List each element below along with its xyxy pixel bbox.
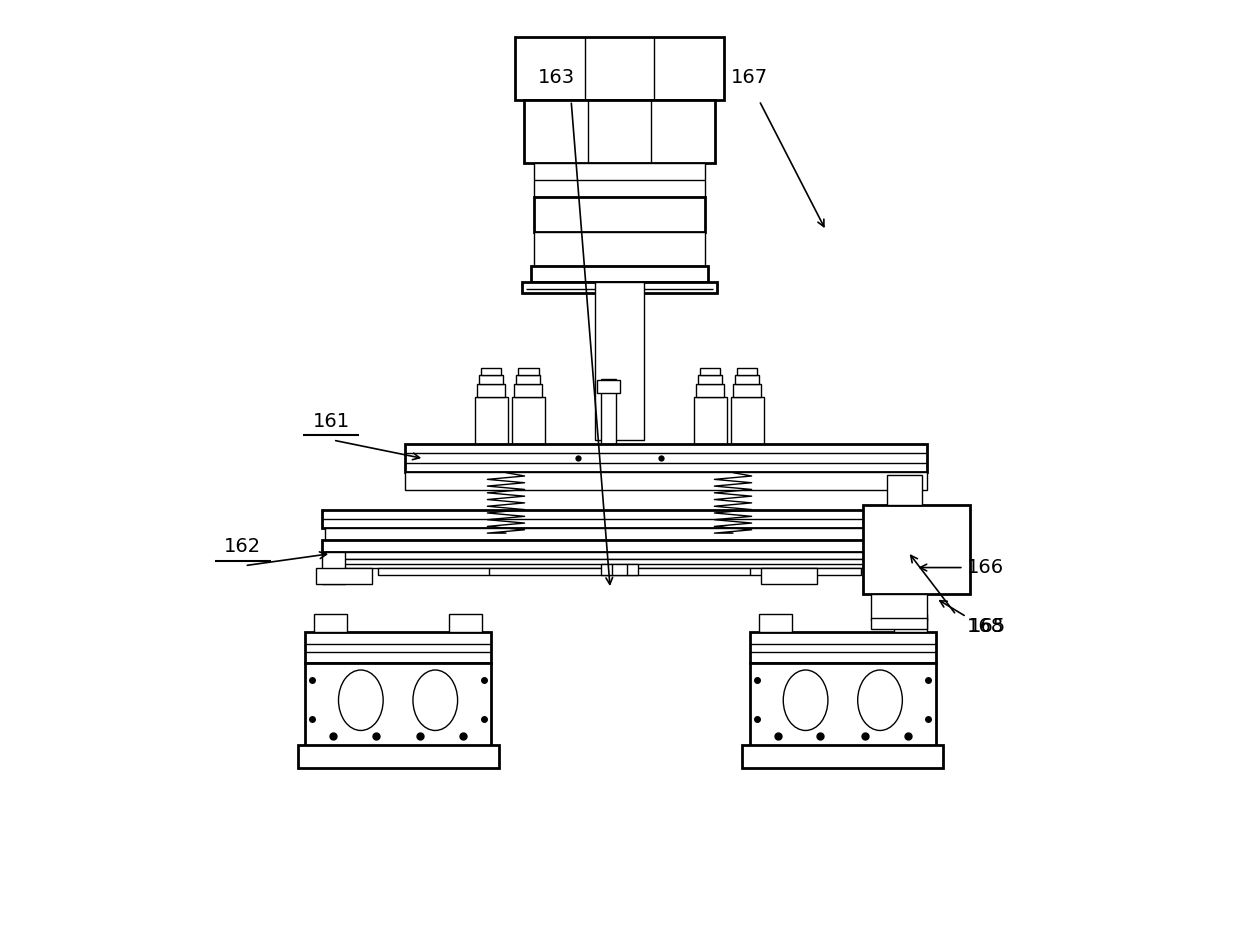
Text: 168: 168 [966,617,1004,636]
Text: 163: 163 [538,67,575,86]
Bar [696,385,724,397]
Bar [871,593,927,620]
Bar [761,567,817,584]
Bar [733,385,761,397]
Bar [871,618,927,629]
Bar [297,745,498,768]
Bar [735,375,760,385]
Bar [305,632,491,664]
Bar [405,472,927,490]
Text: 165: 165 [969,617,1006,636]
Ellipse shape [783,670,828,730]
Bar [601,379,616,444]
Bar [481,369,502,375]
Bar [522,282,717,293]
Bar [322,540,917,551]
Bar [322,510,917,529]
Bar [322,551,344,584]
Text: 166: 166 [966,558,1004,578]
Bar [532,266,707,282]
Bar [887,475,922,505]
Bar [700,369,720,375]
Bar [534,197,705,232]
Text: 162: 162 [224,537,261,556]
Bar [760,613,792,632]
Bar [895,551,917,584]
Bar [513,397,545,444]
Bar [497,512,515,563]
Bar [378,567,861,575]
Bar [405,444,927,472]
Bar [517,375,540,385]
Bar [597,380,620,392]
Bar [731,397,763,444]
Bar [316,567,372,584]
Ellipse shape [857,670,902,730]
Bar [450,613,482,632]
Bar [601,563,638,575]
Bar [750,664,935,747]
Bar [534,163,705,197]
Bar [325,529,914,540]
Text: 167: 167 [731,67,768,86]
Bar [477,385,506,397]
Bar [698,375,722,385]
Bar [724,512,742,563]
Bar [742,745,943,768]
Bar [694,397,726,444]
Bar [476,397,508,444]
Bar [534,232,705,266]
Ellipse shape [338,670,383,730]
Bar [895,613,927,632]
Bar [515,37,724,100]
Bar [750,632,935,664]
Bar [595,282,644,440]
Bar [524,100,715,163]
Bar [737,369,757,375]
Bar [864,505,970,593]
Bar [514,385,543,397]
Bar [325,559,914,567]
Bar [518,369,539,375]
Bar [479,375,503,385]
Bar [325,551,914,559]
Bar [305,664,491,747]
Text: 161: 161 [312,412,349,431]
Bar [315,613,347,632]
Ellipse shape [413,670,457,730]
